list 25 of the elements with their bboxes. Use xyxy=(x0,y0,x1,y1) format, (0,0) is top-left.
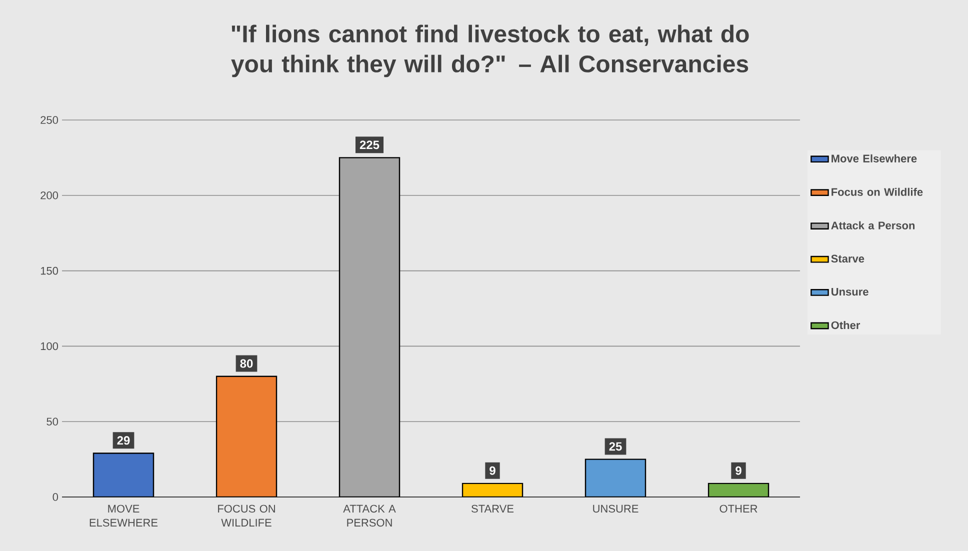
x-tick-label: STARVE xyxy=(472,504,514,513)
x-tick-label: OTHER xyxy=(720,504,758,513)
data-label: 25 xyxy=(609,442,622,451)
y-tick-label: 150 xyxy=(40,266,58,275)
legend-label: Starve xyxy=(831,254,864,263)
legend-label: Move Elsewhere xyxy=(832,154,917,162)
data-label: 29 xyxy=(117,436,130,445)
x-tick-label: UNSURE xyxy=(593,504,638,513)
y-tick-label: 100 xyxy=(40,342,58,350)
data-label: 225 xyxy=(360,140,380,150)
y-tick-label: 0 xyxy=(52,493,58,501)
legend-label: Unsure xyxy=(832,288,868,296)
x-tick-label: MOVE ELSEWHERE xyxy=(90,504,158,527)
x-tick-label: FOCUS ON WILDLIFE xyxy=(218,504,275,526)
legend-label: Focus on Wildlife xyxy=(832,188,923,196)
legend-label: Attack a Person xyxy=(831,221,915,230)
y-tick-label: 250 xyxy=(40,116,58,124)
data-label: 9 xyxy=(490,466,496,475)
x-tick-label: ATTACK A PERSON xyxy=(343,504,396,527)
y-tick-label: 50 xyxy=(46,418,58,426)
data-label: 80 xyxy=(240,359,253,368)
y-tick-label: 200 xyxy=(40,192,58,200)
data-label: 9 xyxy=(736,466,742,475)
legend-label: Other xyxy=(831,321,860,330)
chart-title: "If lions cannot find livestock to eat, what do you think they will do?" – All Conservancies xyxy=(231,24,749,78)
